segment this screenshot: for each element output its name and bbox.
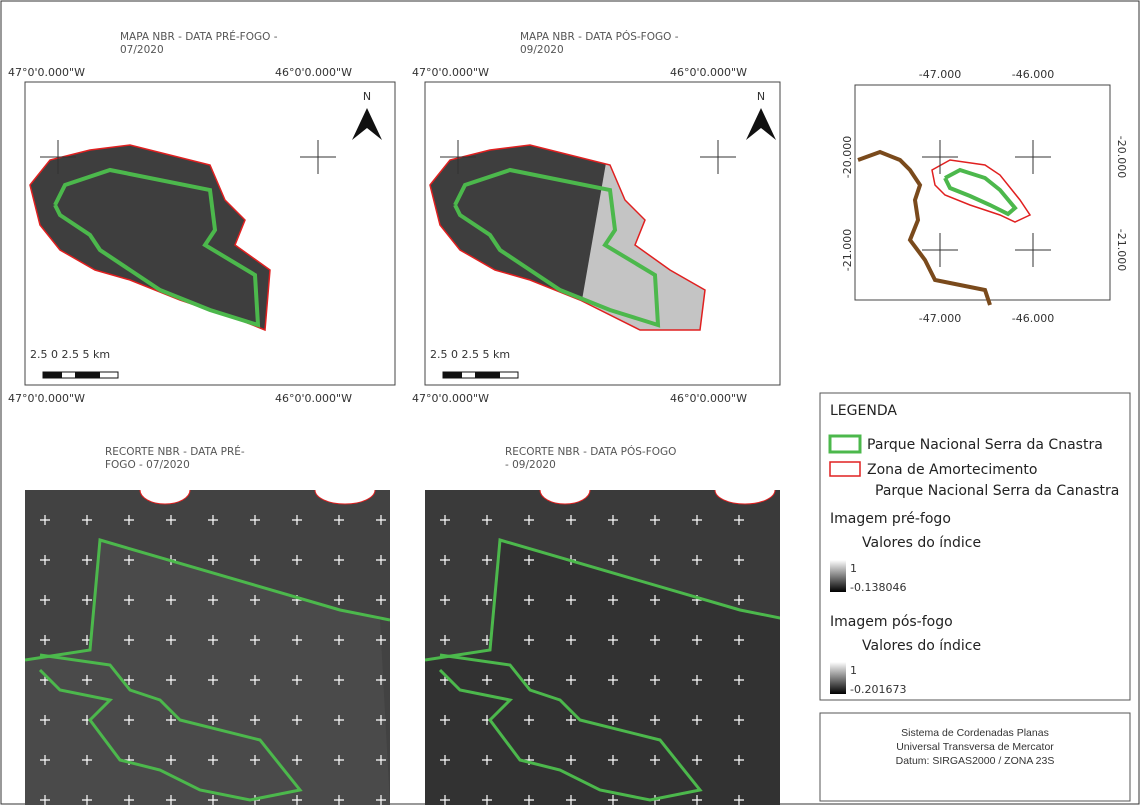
coord-label: 47°0'0.000"W — [412, 392, 489, 405]
map-title: MAPA NBR - DATA PRÉ-FOGO - — [120, 30, 278, 43]
clip-image — [425, 476, 780, 805]
info-line: Sistema de Cordenadas Planas — [901, 727, 1049, 739]
coord-label: -21.000 — [1115, 229, 1128, 271]
legend-label: Parque Nacional Serra da Cnastra — [867, 437, 1103, 453]
legend-label: Valores do índice — [862, 535, 981, 551]
legend-label: Imagem pré-fogo — [830, 511, 951, 527]
legend-ramp — [830, 662, 846, 694]
scale-label: 2.5 0 2.5 5 km — [30, 348, 110, 361]
coord-label: 46°0'0.000"W — [670, 66, 747, 79]
coord-label: -46.000 — [1012, 68, 1054, 81]
coord-label: -20.000 — [1115, 136, 1128, 178]
figure: N 2.5 0 2.5 5 km MAPA NBR - DATA PRÉ-FOG… — [0, 0, 1140, 805]
legend-title: LEGENDA — [830, 403, 897, 419]
north-label: N — [757, 90, 765, 103]
coord-label: 47°0'0.000"W — [8, 66, 85, 79]
map-title: MAPA NBR - DATA PÓS-FOGO - — [520, 30, 679, 43]
coord-label: -20.000 — [841, 136, 854, 178]
legend-label: Parque Nacional Serra da Canastra — [875, 483, 1119, 499]
clip-title: RECORTE NBR - DATA PRÉ- — [105, 445, 245, 458]
scale-bar — [43, 372, 118, 378]
map-title: 07/2020 — [120, 44, 164, 56]
legend-label: Valores do índice — [862, 638, 981, 654]
legend-ramp — [830, 560, 846, 592]
legend-swatch — [830, 462, 860, 476]
clip-title: RECORTE NBR - DATA PÓS-FOGO — [505, 445, 676, 458]
coord-label: -47.000 — [919, 312, 961, 325]
clip-image — [25, 476, 390, 805]
info-line: Universal Transversa de Mercator — [896, 741, 1054, 753]
coord-label: 47°0'0.000"W — [412, 66, 489, 79]
info-line: Datum: SIRGAS2000 / ZONA 23S — [896, 755, 1055, 767]
legend-label: -0.201673 — [850, 683, 906, 696]
coord-label: -46.000 — [1012, 312, 1054, 325]
coord-label: 47°0'0.000"W — [8, 392, 85, 405]
coord-label: 46°0'0.000"W — [275, 392, 352, 405]
legend-label: Zona de Amortecimento — [867, 462, 1037, 478]
legend-label: Imagem pós-fogo — [830, 614, 953, 630]
scale-label: 2.5 0 2.5 5 km — [430, 348, 510, 361]
legend-label: 1 — [850, 664, 857, 677]
scale-bar — [443, 372, 518, 378]
coord-label: 46°0'0.000"W — [670, 392, 747, 405]
clip-title: FOGO - 07/2020 — [105, 459, 190, 471]
clip-title: - 09/2020 — [505, 459, 556, 471]
coord-label: 46°0'0.000"W — [275, 66, 352, 79]
coord-label: -21.000 — [841, 229, 854, 271]
legend-swatch — [830, 436, 860, 452]
map-title: 09/2020 — [520, 44, 564, 56]
north-label: N — [363, 90, 371, 103]
legend-label: 1 — [850, 562, 857, 575]
coord-label: -47.000 — [919, 68, 961, 81]
legend-label: -0.138046 — [850, 581, 906, 594]
